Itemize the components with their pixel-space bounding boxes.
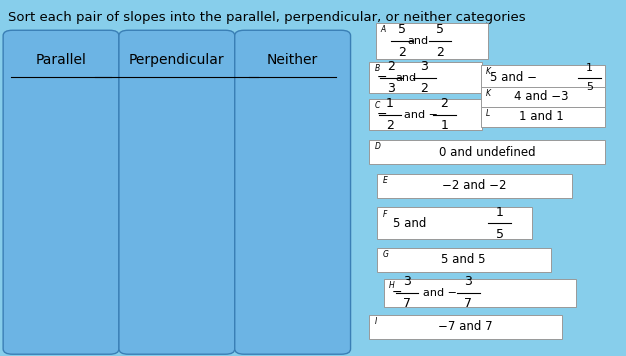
Text: I: I [374,317,377,326]
Text: 5 and: 5 and [393,217,426,230]
Text: 2: 2 [436,46,444,59]
Text: C: C [374,101,380,110]
FancyBboxPatch shape [235,30,351,354]
FancyBboxPatch shape [376,23,488,59]
Text: −7 and 7: −7 and 7 [438,320,493,333]
Text: 7: 7 [464,297,472,310]
Text: −: − [376,108,387,121]
Text: 1: 1 [586,63,593,73]
FancyBboxPatch shape [377,174,572,198]
Text: F: F [382,209,387,219]
Text: 5: 5 [586,82,593,92]
Text: 4 and −3: 4 and −3 [514,90,569,103]
Text: 5: 5 [398,23,406,36]
Text: 3: 3 [387,82,395,95]
Text: B: B [374,64,379,73]
Text: Neither: Neither [267,53,318,67]
FancyBboxPatch shape [119,30,235,354]
FancyBboxPatch shape [369,62,482,93]
Text: and: and [395,73,416,83]
Text: 0 and undefined: 0 and undefined [439,146,535,158]
Text: 1: 1 [441,119,448,132]
Text: −: − [377,71,387,84]
FancyBboxPatch shape [481,106,605,127]
FancyBboxPatch shape [369,315,562,339]
Text: H: H [389,281,394,290]
Text: 2: 2 [387,60,395,73]
Text: L: L [486,109,490,118]
Text: 5: 5 [436,23,444,36]
Text: 2: 2 [441,97,448,110]
FancyBboxPatch shape [369,99,482,130]
Text: E: E [382,176,387,185]
Text: 3: 3 [464,275,472,288]
Text: Sort each pair of slopes into the parallel, perpendicular, or neither categories: Sort each pair of slopes into the parall… [8,11,525,24]
Text: 3: 3 [421,60,428,73]
FancyBboxPatch shape [384,278,576,307]
FancyBboxPatch shape [377,207,532,239]
Text: −2 and −2: −2 and −2 [442,179,507,192]
Text: 5 and −: 5 and − [490,71,536,84]
Text: 2: 2 [421,82,428,95]
FancyBboxPatch shape [3,30,119,354]
Text: 7: 7 [403,297,411,310]
Text: G: G [382,250,388,259]
FancyBboxPatch shape [481,66,605,90]
Text: and −: and − [404,110,438,120]
Text: 1: 1 [496,205,503,219]
FancyBboxPatch shape [481,87,605,107]
Text: 1 and 1: 1 and 1 [519,110,564,123]
Text: and −: and − [423,288,456,298]
Text: 5 and 5: 5 and 5 [441,253,486,266]
Text: 1: 1 [386,97,394,110]
Text: 3: 3 [403,275,411,288]
Text: and: and [408,36,429,46]
Text: Parallel: Parallel [36,53,86,67]
Text: 2: 2 [398,46,406,59]
Text: K: K [486,68,491,77]
Text: A: A [381,26,386,35]
Text: 5: 5 [496,228,503,241]
FancyBboxPatch shape [369,140,605,164]
Text: Perpendicular: Perpendicular [129,53,225,67]
Text: K: K [486,89,491,98]
Text: 2: 2 [386,119,394,132]
FancyBboxPatch shape [377,248,551,272]
Text: D: D [374,142,380,151]
Text: −: − [391,286,402,299]
